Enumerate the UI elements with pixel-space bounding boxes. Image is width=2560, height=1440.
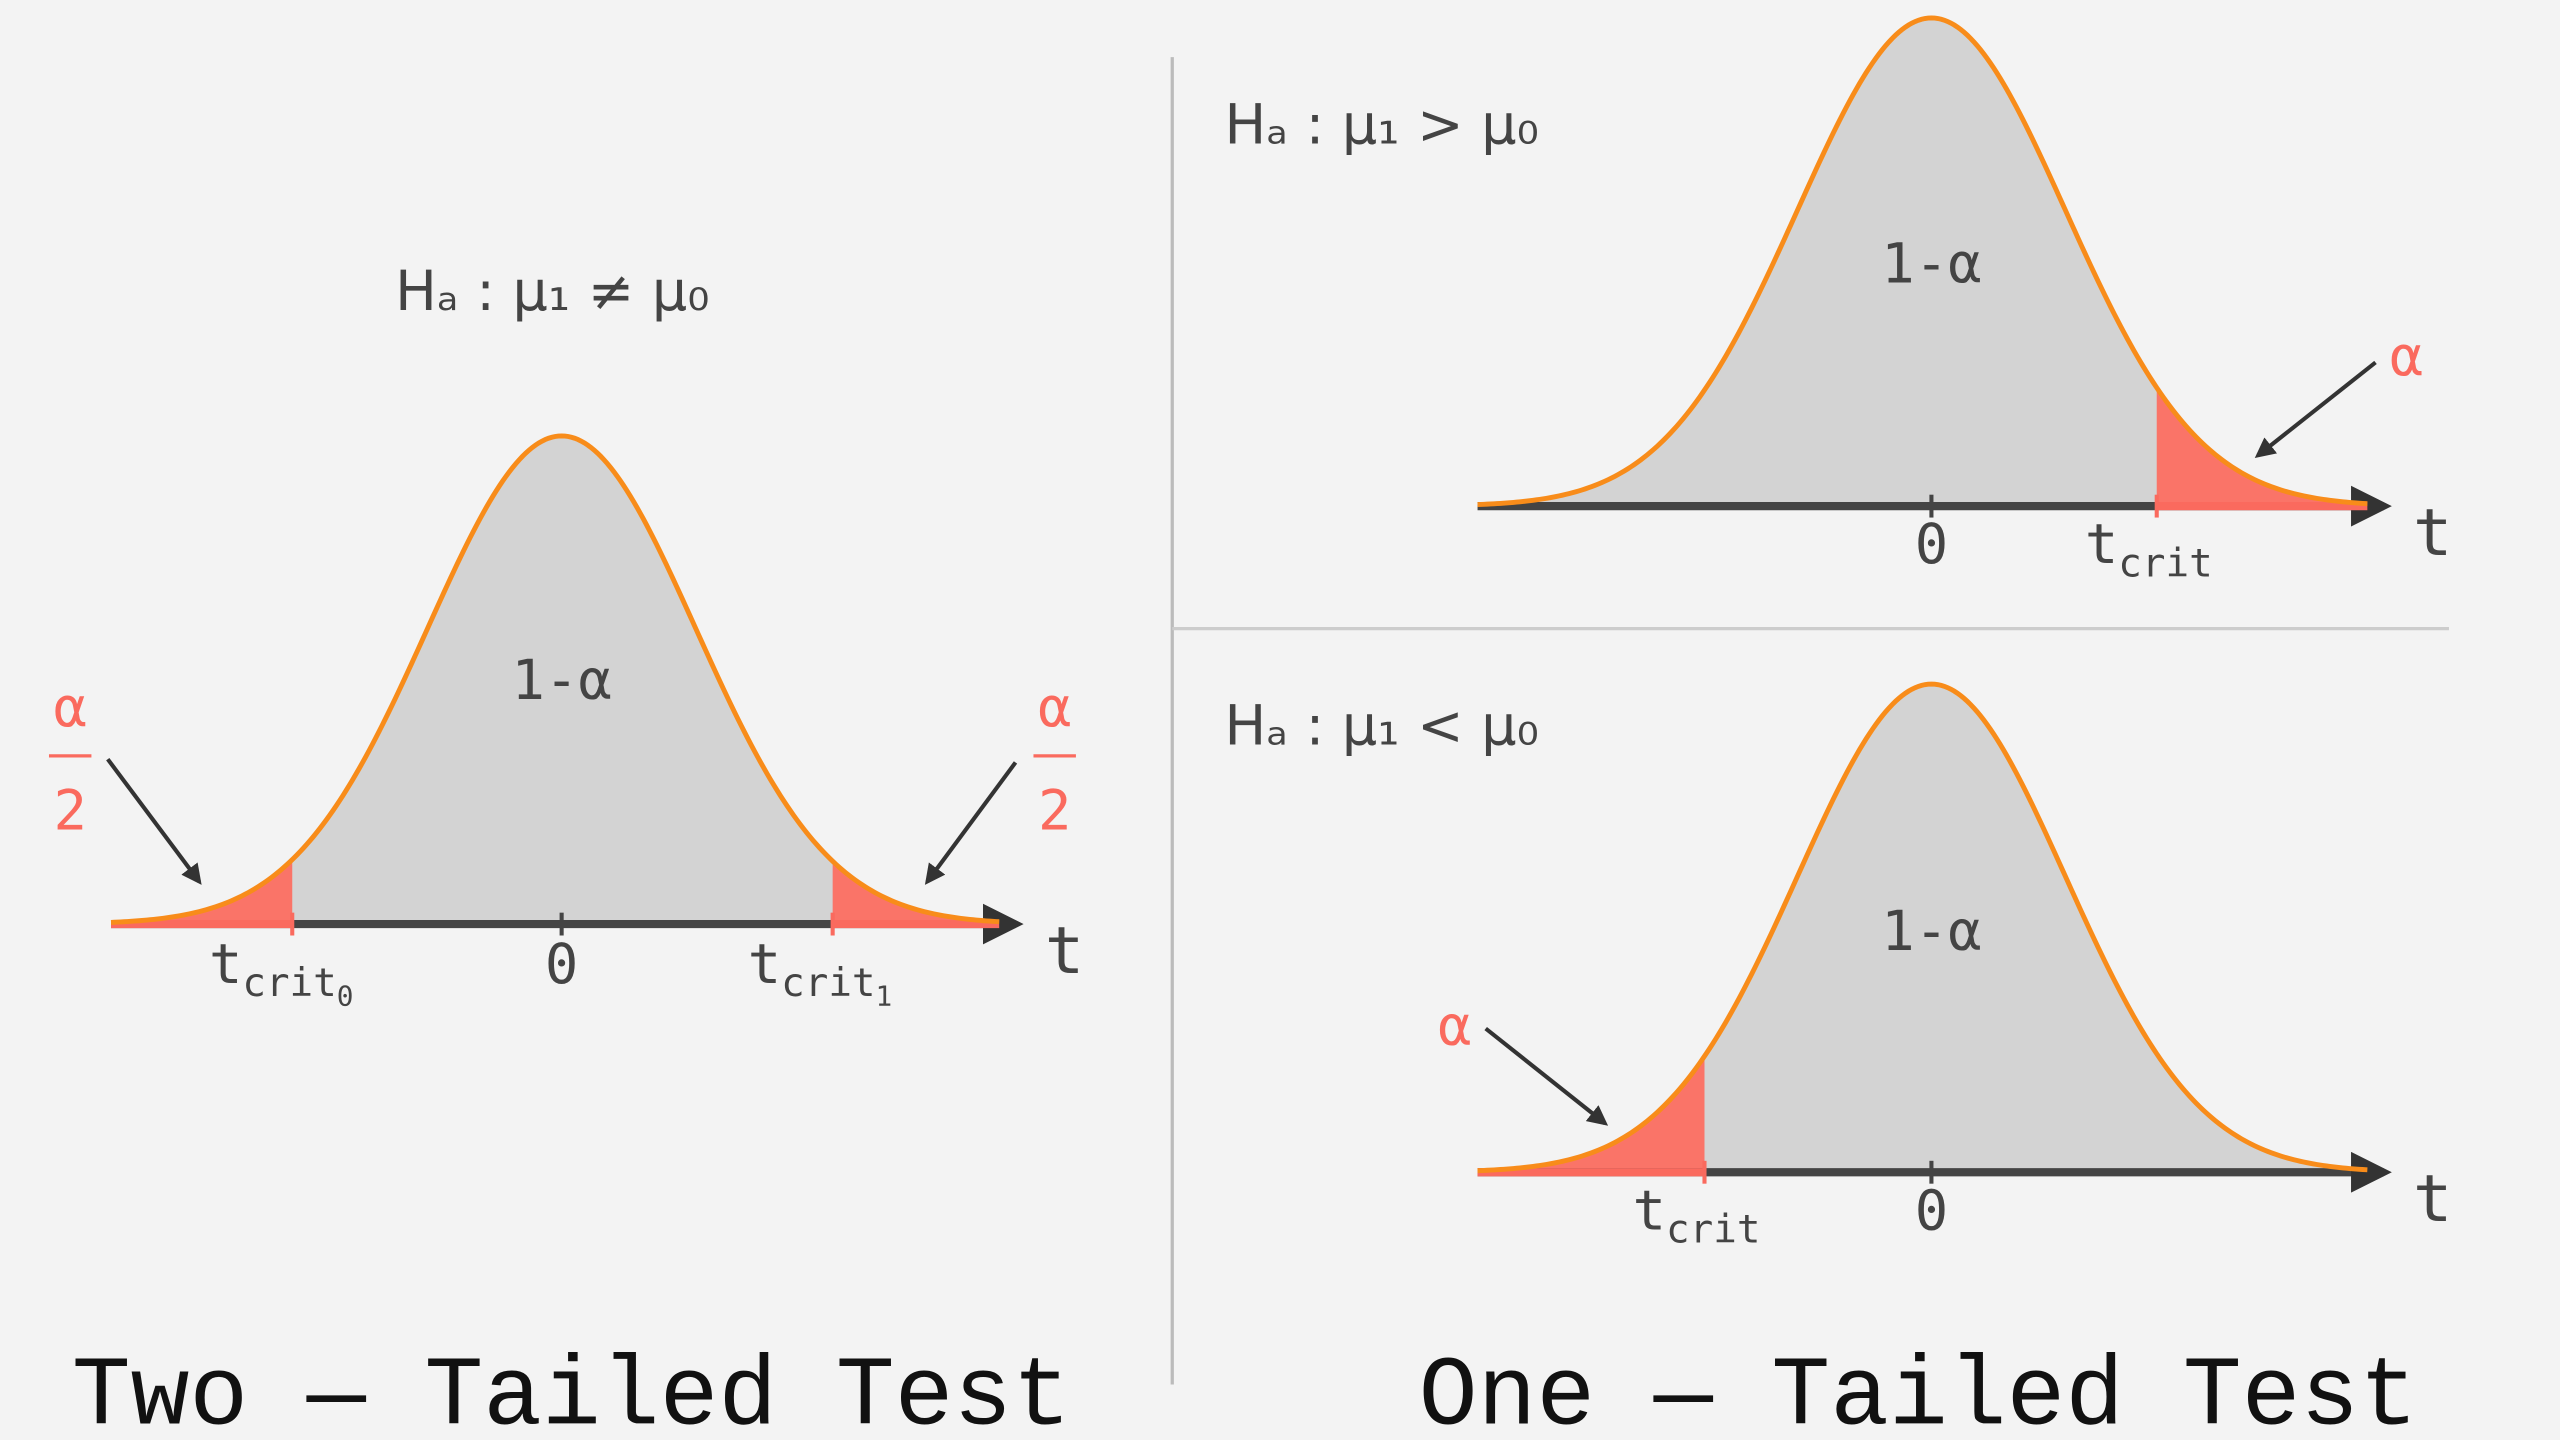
arrow xyxy=(924,761,1018,885)
crit-label: tcrit xyxy=(2085,512,2213,586)
alpha-den: 2 xyxy=(53,778,86,843)
center-label: 1-α xyxy=(1881,899,1981,964)
hypothesis: Hₐ : μ₁ < μ₀ xyxy=(1224,693,1538,758)
alpha: α xyxy=(53,676,86,741)
body-area xyxy=(1477,17,2368,507)
index: 1 xyxy=(876,980,893,1013)
tail-area xyxy=(1477,1056,1705,1173)
crit: crit xyxy=(242,961,336,1006)
arrow xyxy=(1484,1026,1609,1126)
curves xyxy=(106,15,2392,1193)
index: 0 xyxy=(337,980,354,1013)
hypothesis: Hₐ : μ₁ ≠ μ₀ xyxy=(395,259,709,324)
zero-label: 0 xyxy=(1915,512,1948,577)
axis-label: t xyxy=(1045,913,1084,989)
alpha-den: 2 xyxy=(1038,778,1071,843)
crit-label: tcrit1 xyxy=(748,932,892,1013)
axis-label: t xyxy=(2413,495,2452,571)
t: t xyxy=(748,932,781,997)
curve xyxy=(1477,15,2368,508)
body-area xyxy=(111,435,1000,925)
curve xyxy=(1477,681,2368,1174)
arrow xyxy=(106,757,202,885)
hypothesis: Hₐ : μ₁ > μ₀ xyxy=(1224,93,1538,158)
t: t xyxy=(1633,1178,1666,1243)
body-area xyxy=(1477,684,2368,1173)
arrow xyxy=(2254,360,2377,459)
zero-label: 0 xyxy=(545,932,578,997)
crit-label: tcrit0 xyxy=(209,932,353,1013)
tail-area xyxy=(832,861,1000,925)
axis-label: t xyxy=(2413,1161,2452,1237)
title: One — Tailed Test xyxy=(1419,1343,2418,1440)
title: Two — Tailed Test xyxy=(72,1343,1071,1440)
t: t xyxy=(209,932,242,997)
curve xyxy=(110,433,1000,925)
crit: crit xyxy=(1666,1207,1760,1252)
alpha: α xyxy=(2390,325,2423,390)
tail-area xyxy=(2156,387,2368,507)
alpha: α xyxy=(1038,676,1071,741)
alpha: α xyxy=(1438,994,1471,1059)
crit: crit xyxy=(2118,541,2212,586)
crit-label: tcrit xyxy=(1633,1178,1761,1252)
zero-label: 0 xyxy=(1915,1178,1948,1243)
center-label: 1-α xyxy=(1881,231,1981,296)
center-label: 1-α xyxy=(512,648,612,713)
t: t xyxy=(2085,512,2118,577)
tail-area xyxy=(111,859,293,925)
crit: crit xyxy=(781,961,875,1006)
